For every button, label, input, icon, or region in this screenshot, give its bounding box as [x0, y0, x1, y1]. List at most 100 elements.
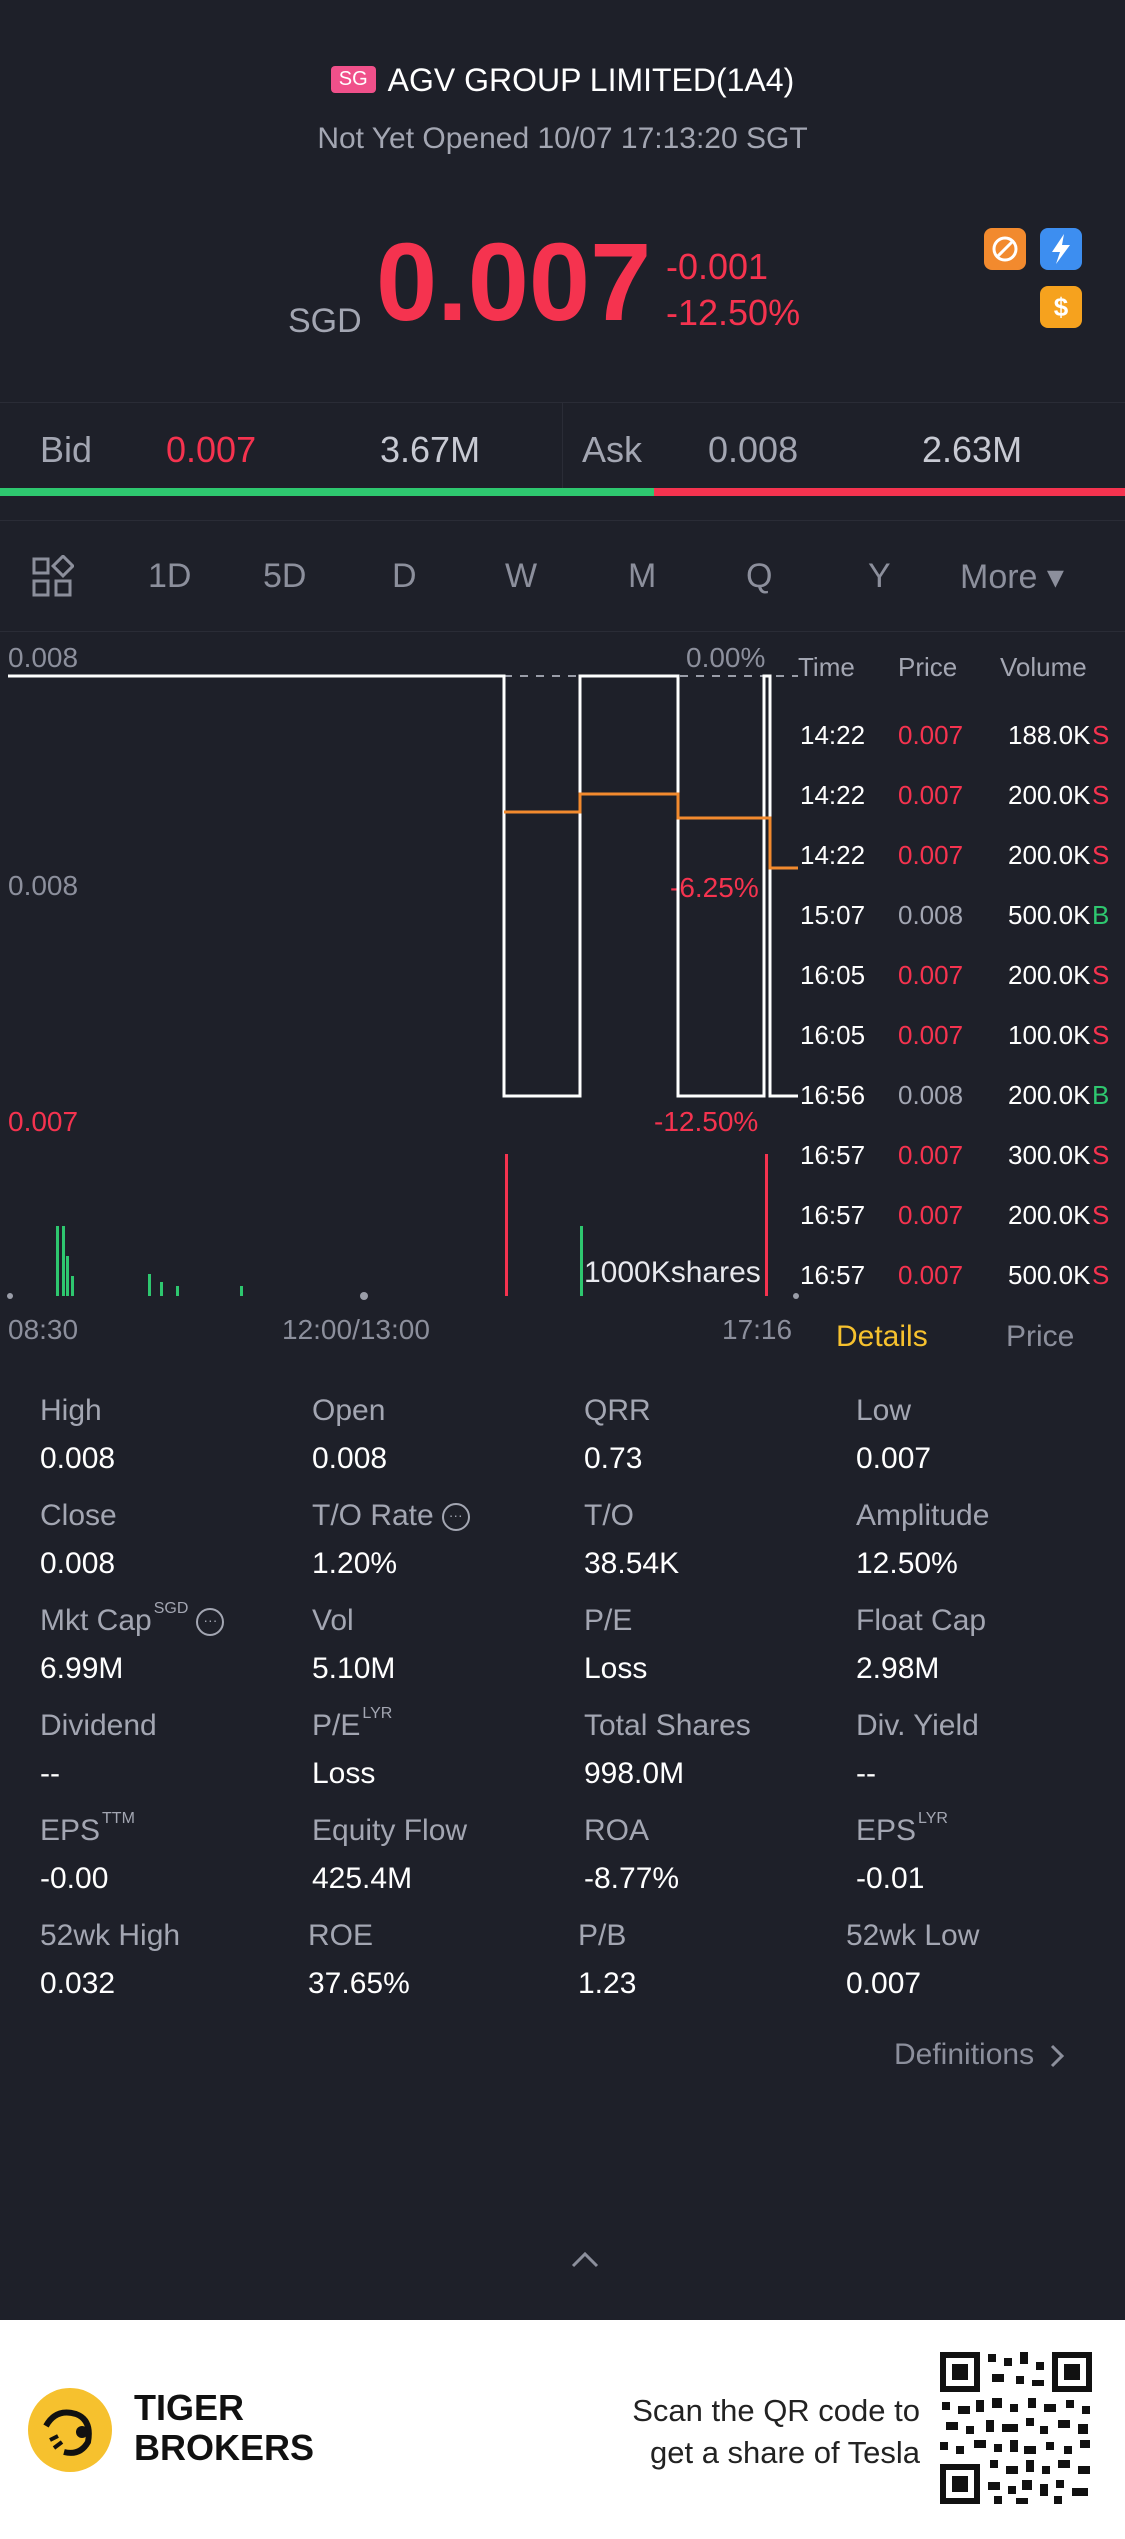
info-icon[interactable]: ···: [196, 1608, 225, 1637]
trade-side: B: [1092, 1080, 1110, 1110]
volume-bar: [580, 1226, 583, 1296]
stat-value: 998.0M: [584, 1757, 685, 1790]
tab-week[interactable]: W: [505, 557, 538, 595]
trade-time: 16:57: [800, 1140, 866, 1170]
volume-bar: [56, 1226, 59, 1296]
market-badge: SG: [330, 66, 376, 94]
volume-bar: [62, 1226, 65, 1296]
volume-bar: [176, 1286, 179, 1296]
trade-time: 16:05: [800, 1020, 866, 1050]
stat-label: QRR: [584, 1394, 651, 1427]
stat-label: EPS: [856, 1814, 917, 1847]
ask-label: Ask: [582, 429, 643, 470]
stat-sup: LYR: [918, 1810, 948, 1827]
stat-label: Total Shares: [584, 1709, 751, 1742]
trade-volume: 100.0K: [1008, 1020, 1091, 1050]
trade-time: 14:22: [800, 840, 866, 870]
stat-value: --: [40, 1757, 60, 1790]
stat-label: Open: [312, 1394, 386, 1427]
pct-axis-top: 0.00%: [686, 642, 766, 673]
tab-year[interactable]: Y: [868, 557, 891, 595]
definitions-link[interactable]: Definitions: [894, 2038, 1068, 2072]
trade-time: 16:57: [800, 1200, 866, 1230]
brand-name: TIGER BROKERS: [134, 2388, 314, 2468]
avg-price-line: [504, 792, 798, 870]
price-line: [8, 674, 798, 1098]
trade-time: 16:56: [800, 1080, 866, 1110]
market-status: Not Yet Opened 10/07 17:13:20 SGT: [317, 122, 808, 155]
trade-time: 16:05: [800, 960, 866, 990]
trade-price: 0.007: [898, 960, 964, 990]
volume-bar: [66, 1256, 69, 1296]
stat-value: 0.73: [584, 1442, 643, 1475]
intraday-chart[interactable]: [0, 630, 800, 1310]
volume-scale-label: 1000Kshares: [584, 1256, 761, 1289]
trade-side: S: [1092, 1200, 1110, 1230]
brand-line-1: TIGER: [134, 2387, 245, 2428]
chart-layout-icon[interactable]: [30, 553, 76, 604]
tab-details[interactable]: Details: [836, 1320, 928, 1353]
stat-value: 38.54K: [584, 1547, 680, 1580]
stat-label: 52wk High: [40, 1919, 181, 1952]
ask-size: 2.63M: [922, 429, 1023, 470]
volume-bar: [71, 1276, 74, 1296]
stat-label: T/O: [584, 1499, 634, 1532]
stat-label: Dividend: [40, 1709, 157, 1742]
trade-price: 0.008: [898, 900, 964, 930]
promo-line-2: get a share of Tesla: [650, 2435, 920, 2470]
x-axis-mid: 12:00/13:00: [282, 1314, 430, 1345]
stat-value: 0.032: [40, 1967, 116, 2000]
flash-icon[interactable]: [1040, 228, 1082, 270]
chevron-right-icon: [1051, 2045, 1065, 2068]
stat-value: 1.23: [578, 1967, 637, 2000]
collapse-chevron-icon[interactable]: [568, 2248, 602, 2277]
trade-price: 0.007: [898, 1140, 964, 1170]
trade-volume: 500.0K: [1008, 1260, 1091, 1290]
y-axis-mid: 0.008: [8, 870, 79, 901]
stat-label: ROE: [308, 1919, 374, 1952]
stat-value: Loss: [584, 1652, 648, 1685]
stat-value: Loss: [312, 1757, 376, 1790]
trade-volume: 200.0K: [1008, 780, 1091, 810]
trade-price: 0.007: [898, 840, 964, 870]
stat-label: Div. Yield: [856, 1709, 979, 1742]
period-tabs: 1D 5D D W M Q Y More ▾: [0, 520, 1125, 632]
tab-quarter[interactable]: Q: [746, 557, 773, 595]
stock-title: SG AGV GROUP LIMITED(1A4): [0, 62, 1125, 99]
y-axis-top: 0.008: [8, 642, 79, 673]
tab-5d[interactable]: 5D: [263, 557, 307, 595]
no-short-icon[interactable]: [984, 228, 1026, 270]
info-icon[interactable]: ···: [441, 1503, 470, 1532]
trade-price: 0.007: [898, 1260, 964, 1290]
trades-header-time: Time: [798, 652, 855, 682]
stat-value: 0.007: [856, 1442, 932, 1475]
tab-more[interactable]: More ▾: [960, 558, 1064, 596]
stat-label: EPS: [40, 1814, 101, 1847]
stat-label: Low: [856, 1394, 912, 1427]
promo-footer: TIGER BROKERS Scan the QR code to get a …: [0, 2320, 1125, 2539]
tab-month[interactable]: M: [628, 557, 657, 595]
tab-day[interactable]: D: [392, 557, 417, 595]
stat-value: 6.99M: [40, 1652, 124, 1685]
promo-line-1: Scan the QR code to: [632, 2393, 920, 2428]
x-axis-dot: [360, 1292, 368, 1300]
stat-label: P/E: [312, 1709, 361, 1742]
brand-line-2: BROKERS: [134, 2427, 315, 2468]
volume-bar: [160, 1282, 163, 1296]
volume-bar: [505, 1154, 508, 1296]
trade-price: 0.007: [898, 1020, 964, 1050]
trade-side: S: [1092, 1020, 1110, 1050]
tab-price[interactable]: Price: [1006, 1320, 1075, 1353]
bid-volume-bar: [0, 488, 654, 496]
x-axis-start: 08:30: [8, 1314, 79, 1345]
stat-label: P/B: [578, 1919, 627, 1952]
stat-label: Close: [40, 1499, 117, 1532]
trade-volume: 300.0K: [1008, 1140, 1091, 1170]
trade-time: 15:07: [800, 900, 866, 930]
bid-ask-panel: Bid 0.007 3.67M Ask 0.008 2.63M: [0, 402, 1125, 493]
stat-value: 1.20%: [312, 1547, 398, 1580]
dollar-icon[interactable]: $: [1040, 286, 1082, 328]
qr-code-icon: [936, 2348, 1096, 2508]
currency-label: SGD: [288, 302, 362, 340]
tab-1d[interactable]: 1D: [148, 557, 192, 595]
